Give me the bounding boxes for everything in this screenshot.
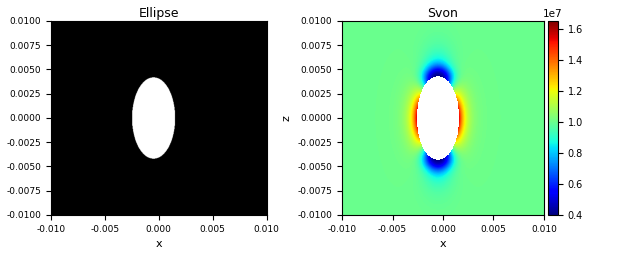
Title: Ellipse: Ellipse: [138, 7, 179, 20]
X-axis label: x: x: [439, 239, 446, 249]
X-axis label: x: x: [155, 239, 162, 249]
Title: 1e7: 1e7: [543, 9, 563, 19]
Y-axis label: z: z: [282, 115, 292, 121]
Title: Svon: Svon: [427, 7, 458, 20]
